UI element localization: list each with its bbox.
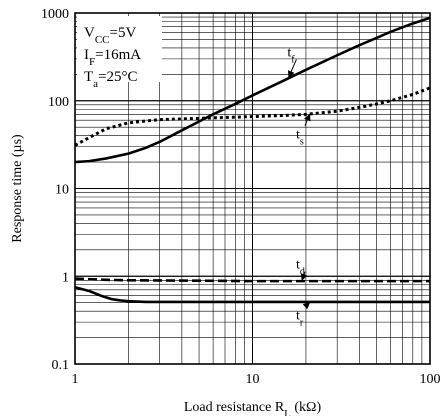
y-tick-label: 1	[62, 270, 69, 285]
y-tick-label: 100	[48, 95, 69, 110]
annotation-arrow	[287, 59, 297, 78]
series-line-t-d	[74, 277, 430, 283]
y-axis-label: Response time (µs)	[10, 134, 25, 243]
series-label-t-f: tf	[287, 45, 295, 65]
x-tick-label: 1	[72, 372, 79, 387]
y-tick-label: 1000	[41, 7, 69, 22]
plot-frame	[74, 12, 431, 365]
annotation-arrow	[304, 113, 311, 126]
condition-line: Ta=25°C	[84, 69, 138, 90]
y-tick-label: 10	[55, 183, 69, 198]
y-tick-labels: 0.1 1 10 100 1000	[41, 7, 69, 373]
annotation-arrow	[302, 302, 311, 310]
series-label-t-s: ts	[296, 128, 304, 148]
series-label-t-r: tr	[296, 309, 304, 329]
x-axis-label: Load resistance RL (kΩ)	[184, 400, 322, 416]
series-line-t-f	[74, 16, 431, 164]
annotation-layer: tf ts td tr	[287, 45, 311, 329]
x-tick-label: 100	[420, 372, 441, 387]
annotation-arrow	[300, 271, 308, 281]
condition-line: IF=16mA	[84, 47, 141, 68]
condition-line: VCC=5V	[84, 25, 136, 46]
series-line-t-s	[74, 86, 431, 147]
x-tick-labels: 1 10 100	[72, 372, 441, 387]
y-tick-label: 0.1	[52, 358, 70, 373]
series-layer	[74, 16, 431, 304]
x-tick-label: 10	[246, 372, 260, 387]
series-line-t-r	[74, 285, 430, 304]
series-label-t-d: td	[296, 258, 305, 278]
